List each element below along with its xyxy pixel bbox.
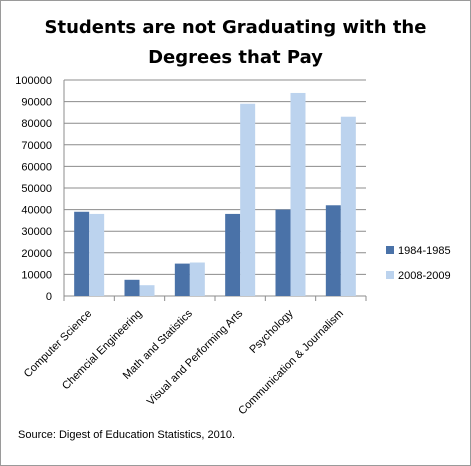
chart-title-line-2: Degrees that Pay xyxy=(148,47,323,68)
chart-title-line-1: Students are not Graduating with the xyxy=(44,17,427,38)
y-tick-label: 40000 xyxy=(21,205,52,217)
bar-1984-1985 xyxy=(124,279,140,296)
bar-2008-2009 xyxy=(240,103,256,296)
x-tick-label: Psychology xyxy=(247,307,296,356)
bar-2008-2009 xyxy=(189,262,205,296)
bar-1984-1985 xyxy=(74,211,90,296)
y-tick-label: 90000 xyxy=(21,97,52,109)
bar-2008-2009 xyxy=(89,213,105,296)
bar-1984-1985 xyxy=(225,213,241,296)
x-tick-label: Visual and Performing Arts xyxy=(145,307,246,408)
legend-label: 1984-1985 xyxy=(398,245,451,257)
bar-2008-2009 xyxy=(139,285,155,296)
y-tick-label: 70000 xyxy=(21,140,52,152)
bar-1984-1985 xyxy=(174,263,190,296)
chart-title: Students are not Graduating with the Deg… xyxy=(1,13,470,73)
source-note: Source: Digest of Education Statistics, … xyxy=(18,429,236,441)
x-tick-label: Communication & Journalism xyxy=(236,308,346,418)
legend-swatch xyxy=(386,246,394,254)
bar-2008-2009 xyxy=(340,116,356,296)
y-tick-label: 100000 xyxy=(15,75,52,87)
y-tick-label: 20000 xyxy=(21,248,52,260)
y-tick-label: 0 xyxy=(46,291,52,303)
y-tick-label: 30000 xyxy=(21,226,52,238)
y-tick-label: 80000 xyxy=(21,118,52,130)
legend-swatch xyxy=(386,271,394,279)
y-tick-label: 60000 xyxy=(21,161,52,173)
bar-2008-2009 xyxy=(290,92,306,297)
y-tick-label: 10000 xyxy=(21,269,52,281)
y-tick-label: 50000 xyxy=(21,183,52,195)
bar-1984-1985 xyxy=(275,209,291,296)
bar-1984-1985 xyxy=(325,205,341,296)
legend-label: 2008-2009 xyxy=(398,270,451,282)
